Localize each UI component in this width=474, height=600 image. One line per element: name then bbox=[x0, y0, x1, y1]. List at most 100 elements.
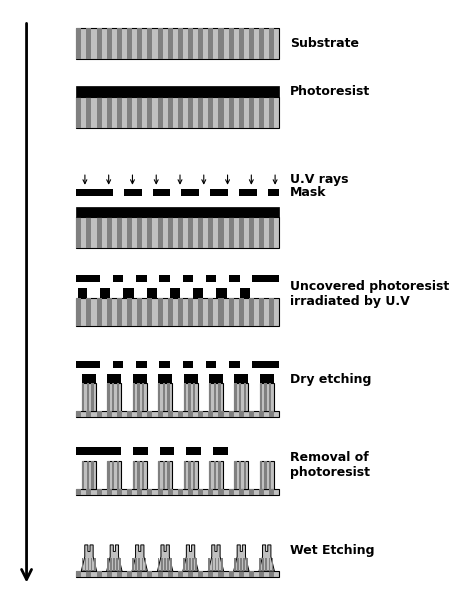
Bar bbox=[219, 411, 224, 417]
Bar bbox=[198, 298, 203, 326]
Bar bbox=[146, 288, 157, 298]
Bar bbox=[269, 411, 274, 417]
Bar bbox=[206, 275, 216, 282]
Bar bbox=[219, 298, 224, 326]
Bar bbox=[240, 558, 242, 571]
Bar bbox=[228, 97, 234, 128]
Bar bbox=[268, 189, 279, 196]
Bar bbox=[97, 97, 101, 128]
Bar bbox=[219, 571, 224, 577]
Bar bbox=[208, 28, 213, 59]
Bar bbox=[228, 28, 234, 59]
Bar bbox=[218, 558, 219, 571]
Bar bbox=[137, 97, 142, 128]
Bar bbox=[234, 461, 248, 489]
Bar bbox=[239, 571, 244, 577]
Bar bbox=[167, 383, 170, 411]
Bar bbox=[183, 558, 185, 571]
Bar bbox=[244, 383, 246, 411]
Bar bbox=[137, 571, 142, 577]
Polygon shape bbox=[208, 545, 224, 571]
Bar bbox=[107, 489, 112, 495]
Bar bbox=[91, 558, 92, 571]
Polygon shape bbox=[132, 545, 147, 571]
Bar bbox=[188, 461, 191, 489]
Bar bbox=[76, 411, 279, 417]
Bar bbox=[157, 298, 163, 326]
Text: Substrate: Substrate bbox=[290, 37, 359, 50]
Bar bbox=[259, 571, 264, 577]
Bar bbox=[157, 489, 163, 495]
Bar bbox=[221, 558, 222, 571]
Bar bbox=[186, 448, 201, 455]
Bar bbox=[119, 558, 121, 571]
Bar bbox=[113, 275, 123, 282]
Bar bbox=[188, 28, 193, 59]
Bar bbox=[163, 461, 165, 489]
Bar bbox=[133, 374, 147, 383]
Bar bbox=[137, 298, 142, 326]
Bar bbox=[94, 189, 112, 196]
Bar bbox=[260, 383, 262, 411]
Bar bbox=[108, 461, 109, 489]
Bar bbox=[228, 489, 234, 495]
Bar bbox=[229, 275, 239, 282]
Bar bbox=[142, 383, 145, 411]
Bar bbox=[178, 28, 183, 59]
Bar bbox=[86, 298, 91, 326]
Bar bbox=[94, 558, 96, 571]
Bar bbox=[127, 411, 132, 417]
Bar bbox=[269, 461, 272, 489]
Bar bbox=[153, 189, 171, 196]
Bar bbox=[219, 217, 224, 248]
Bar bbox=[198, 489, 203, 495]
Bar bbox=[147, 489, 153, 495]
Bar bbox=[82, 374, 96, 383]
Bar bbox=[147, 571, 153, 577]
Bar bbox=[87, 383, 89, 411]
Bar bbox=[243, 558, 245, 571]
Bar bbox=[108, 383, 109, 411]
Bar bbox=[158, 461, 172, 489]
Bar bbox=[107, 217, 112, 248]
Text: Dry etching: Dry etching bbox=[290, 373, 372, 386]
Bar bbox=[239, 461, 241, 489]
Bar bbox=[145, 558, 146, 571]
Bar bbox=[260, 461, 262, 489]
Bar bbox=[127, 28, 132, 59]
Bar bbox=[228, 411, 234, 417]
Bar bbox=[237, 558, 239, 571]
Bar bbox=[208, 97, 213, 128]
Bar bbox=[107, 28, 112, 59]
Bar bbox=[133, 461, 135, 489]
Bar bbox=[168, 28, 173, 59]
Bar bbox=[117, 97, 122, 128]
Bar bbox=[214, 383, 216, 411]
Bar bbox=[198, 97, 203, 128]
Bar bbox=[183, 383, 198, 411]
Bar bbox=[234, 558, 236, 571]
Bar bbox=[76, 298, 82, 326]
Bar bbox=[133, 448, 147, 455]
Bar bbox=[76, 571, 82, 577]
Bar bbox=[76, 28, 82, 59]
Bar bbox=[157, 571, 163, 577]
Bar bbox=[249, 298, 254, 326]
Bar bbox=[76, 217, 279, 248]
Bar bbox=[213, 448, 228, 455]
Polygon shape bbox=[234, 545, 249, 571]
Bar bbox=[259, 298, 264, 326]
Bar bbox=[208, 411, 213, 417]
Bar bbox=[188, 489, 193, 495]
Bar bbox=[210, 189, 228, 196]
Bar bbox=[209, 558, 210, 571]
Bar bbox=[137, 489, 142, 495]
Bar bbox=[183, 383, 186, 411]
Bar bbox=[78, 288, 87, 298]
Bar bbox=[208, 489, 213, 495]
Bar bbox=[219, 28, 224, 59]
Bar bbox=[161, 558, 163, 571]
Bar bbox=[157, 28, 163, 59]
Bar bbox=[112, 461, 114, 489]
Text: Uncovered photoresist
irradiated by U.V: Uncovered photoresist irradiated by U.V bbox=[290, 280, 449, 308]
